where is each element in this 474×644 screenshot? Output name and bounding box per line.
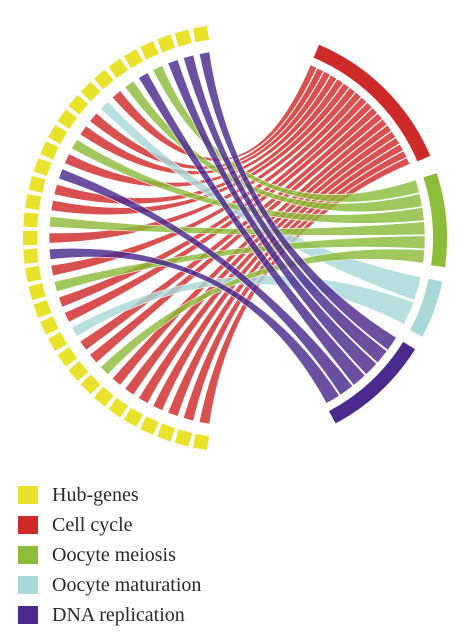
hub-gene-square-29 (140, 416, 159, 435)
hub-gene-square-13 (28, 175, 46, 193)
hub-gene-square-32 (192, 433, 210, 451)
legend-item-hub-genes: Hub-genes (16, 482, 456, 512)
chord-diagram (23, 25, 448, 451)
ribbon-cell-14 (50, 82, 350, 216)
ribbon-cell-18 (50, 91, 362, 277)
hub-gene-square-23 (57, 346, 78, 367)
hub-gene-square-9 (57, 109, 78, 130)
hub-gene-square-18 (24, 265, 42, 283)
pathway-band-dna (329, 341, 416, 424)
legend-swatch-hub-genes (18, 486, 38, 504)
hub-gene-square-21 (40, 316, 59, 335)
ribbon-cell-27 (124, 124, 392, 396)
legend-label-dna-replication: DNA replication (52, 604, 185, 626)
ribbon-meiosis-10 (71, 139, 425, 224)
ribbon-dna-12 (58, 168, 354, 396)
ribbon-dna-1 (182, 54, 388, 364)
ribbon-cell-20 (58, 96, 368, 308)
legend: Hub-genes Cell cycle Oocyte meiosis Oocy… (16, 482, 456, 632)
pathway-band-cell (313, 44, 431, 162)
hub-gene-square-8 (68, 95, 89, 115)
ribbon-meiosis-19 (53, 235, 426, 293)
hub-gene-square-31 (174, 429, 192, 447)
ribbon-cell-26 (111, 118, 388, 386)
hub-gene-square-26 (94, 386, 114, 407)
hub-gene-square-22 (48, 331, 68, 352)
ribbon-cell-32 (198, 157, 411, 425)
ribbon-dna-17 (48, 248, 340, 404)
pathway-band-maturation (410, 278, 443, 337)
hub-gene-square-6 (94, 69, 114, 90)
legend-label-hub-genes: Hub-genes (52, 484, 139, 506)
ribbon-cell-6 (111, 64, 318, 162)
legend-swatch-oocyte-meiosis (18, 546, 38, 564)
legend-label-oocyte-meiosis: Oocyte meiosis (52, 544, 176, 566)
legend-item-oocyte-maturation: Oocyte maturation (16, 572, 456, 602)
hub-gene-square-24 (68, 361, 89, 381)
ribbon-meiosis-15 (48, 216, 426, 236)
hub-gene-square-28 (123, 407, 144, 427)
hub-gene-square-14 (24, 193, 42, 211)
legend-item-oocyte-meiosis: Oocyte meiosis (16, 542, 456, 572)
ribbon-dna-2 (167, 59, 378, 376)
pathway-band-meiosis (423, 173, 448, 268)
ribbon-cell-16 (48, 87, 356, 244)
legend-label-cell-cycle: Cell cycle (52, 514, 133, 536)
legend-label-oocyte-maturation: Oocyte maturation (52, 574, 202, 596)
legend-swatch-oocyte-maturation (18, 576, 38, 594)
hub-gene-square-4 (123, 49, 144, 69)
hub-gene-square-11 (40, 141, 59, 160)
hub-gene-square-7 (80, 81, 101, 102)
hub-gene-square-27 (108, 397, 129, 418)
hub-gene-square-12 (33, 158, 52, 177)
hub-gene-square-2 (157, 34, 176, 53)
legend-swatch-dna-replication (18, 606, 38, 624)
hub-gene-square-30 (157, 423, 176, 442)
hub-gene-square-16 (23, 231, 37, 245)
legend-item-cell-cycle: Cell cycle (16, 512, 456, 542)
hub-gene-square-15 (23, 212, 39, 228)
ribbon-dna-4 (138, 72, 366, 386)
ribbons (48, 51, 426, 425)
hub-gene-square-0 (192, 25, 210, 43)
hub-gene-square-20 (33, 299, 52, 318)
legend-item-dna-replication: DNA replication (16, 602, 456, 632)
hub-gene-square-5 (108, 58, 129, 79)
hub-gene-square-25 (80, 374, 101, 395)
hub-gene-square-17 (23, 248, 39, 264)
ribbon-dna-0 (198, 51, 397, 351)
legend-swatch-cell-cycle (18, 516, 38, 534)
hub-gene-square-3 (140, 41, 159, 60)
hub-gene-square-10 (48, 124, 68, 145)
hub-gene-square-1 (174, 29, 192, 47)
hub-gene-square-19 (28, 283, 46, 301)
